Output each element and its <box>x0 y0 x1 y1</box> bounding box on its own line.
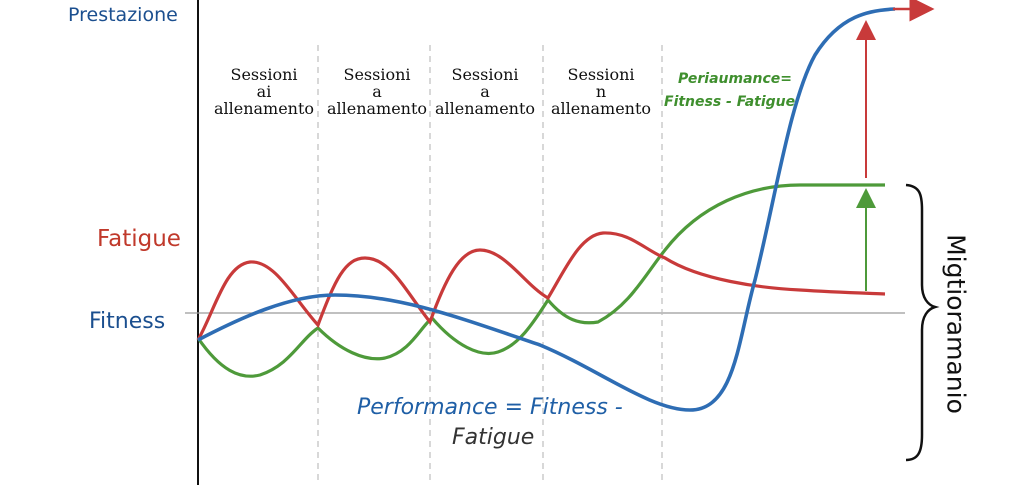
green-equation-line-1: Periаumance= <box>678 71 793 87</box>
green-equation: Periаumance= Fitness - Fatigue <box>664 68 795 114</box>
fitness-label: Fitness <box>89 309 166 334</box>
session-line: Sessioni <box>451 65 519 84</box>
session-label-4: Sessioni n allenamento <box>545 66 657 117</box>
session-line: allenamento <box>213 99 315 118</box>
session-dividers <box>317 45 663 485</box>
session-line: Sessioni <box>343 65 411 84</box>
session-label-1: Sessioni ai allenamento <box>208 66 320 117</box>
session-line: a <box>372 82 382 101</box>
y-axis-title: Prestazione <box>68 4 178 26</box>
improvement-brace <box>905 183 940 462</box>
session-line: allenamento <box>550 99 652 118</box>
session-line: a <box>480 82 490 101</box>
session-line: allenamento <box>326 99 428 118</box>
fatigue-label: Fatigue <box>97 226 181 252</box>
session-line: ai <box>256 82 272 101</box>
session-line: Sessioni <box>230 65 298 84</box>
session-label-3: Sessioni a allenamento <box>432 66 538 117</box>
blue-equation-line-1: Performance = Fitness - <box>357 395 623 420</box>
session-line: Sessioni <box>567 65 635 84</box>
fitness-curve <box>197 7 896 412</box>
session-label-2: Sessioni a allenamento <box>324 66 430 117</box>
improvement-label: Migtioramanio <box>941 234 971 414</box>
fatigue-curve <box>196 231 886 341</box>
blue-equation-line-2: Fatigue <box>452 425 535 450</box>
session-line: n <box>595 82 607 101</box>
green-equation-line-2: Fitness - Fatigue <box>664 94 796 110</box>
session-line: allenamento <box>434 99 536 118</box>
